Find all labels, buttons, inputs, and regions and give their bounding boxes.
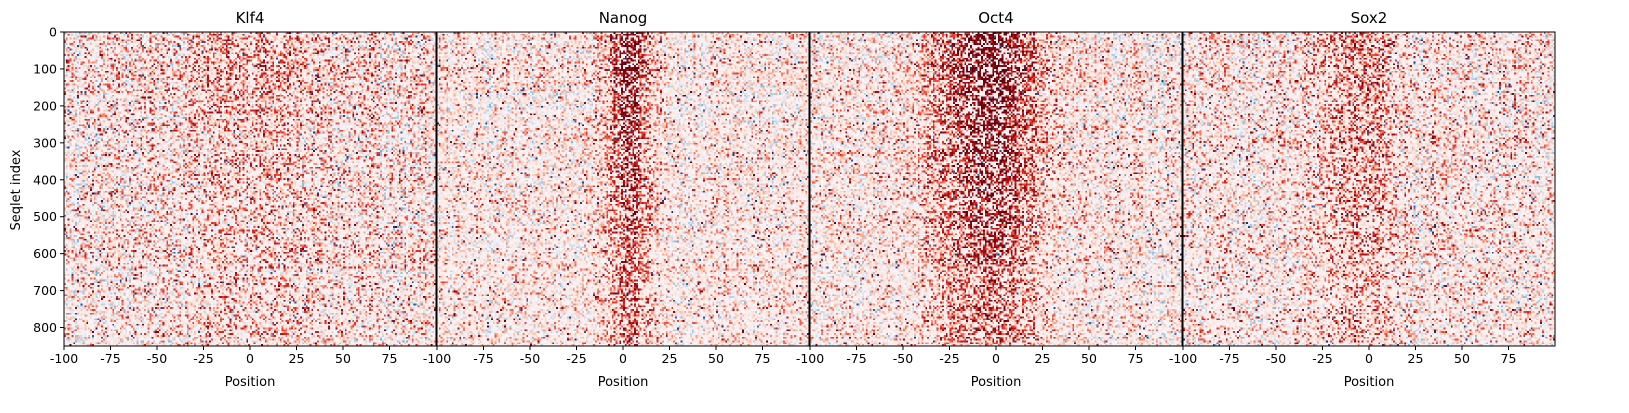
x-tick-label: -100 xyxy=(796,351,824,366)
y-tick-label: 800 xyxy=(33,320,57,335)
x-tick-label: -100 xyxy=(50,351,78,366)
x-tick-label: 75 xyxy=(1501,351,1517,366)
x-tick-label: -25 xyxy=(939,351,959,366)
x-tick-label: 50 xyxy=(1454,351,1470,366)
panel-title: Sox2 xyxy=(1351,9,1388,27)
x-tick-label: 0 xyxy=(992,351,1000,366)
x-tick-label: -100 xyxy=(1169,351,1197,366)
x-tick-label: -25 xyxy=(193,351,213,366)
x-tick-label: -50 xyxy=(893,351,913,366)
x-tick-label: -75 xyxy=(100,351,120,366)
x-tick-label: -75 xyxy=(846,351,866,366)
x-tick-label: 25 xyxy=(662,351,678,366)
heatmap-panel-klf4: Klf4 -100 -75 -50 -25 0 25 50 75 Position xyxy=(50,9,437,390)
x-tick-label: 0 xyxy=(619,351,627,366)
x-tick-label: -75 xyxy=(473,351,493,366)
heatmap-image xyxy=(64,32,436,346)
x-tick-label: 50 xyxy=(1081,351,1097,366)
x-tick-label: 0 xyxy=(1365,351,1373,366)
y-tick-label: 100 xyxy=(33,61,57,76)
x-tick-label: -50 xyxy=(1266,351,1286,366)
y-tick-label: 400 xyxy=(33,172,57,187)
y-tick-label: 0 xyxy=(49,25,57,40)
x-axis-label: Position xyxy=(225,375,276,390)
heatmap-image xyxy=(1183,32,1555,346)
x-tick-label: -50 xyxy=(520,351,540,366)
x-axis-label: Position xyxy=(1344,375,1395,390)
y-tick-label: 300 xyxy=(33,135,57,150)
y-tick-label: 200 xyxy=(33,98,57,113)
x-tick-label: 75 xyxy=(1128,351,1144,366)
heatmap-panel-sox2: Sox2 -100 -75 -50 -25 0 25 50 75 Position xyxy=(1169,9,1556,390)
y-tick-label: 500 xyxy=(33,209,57,224)
x-tick-label: 75 xyxy=(382,351,398,366)
heatmap-panel-nanog: Nanog -100 -75 -50 -25 0 25 50 75 Position xyxy=(423,9,810,390)
x-tick-label: 25 xyxy=(1408,351,1424,366)
x-tick-label: 25 xyxy=(1035,351,1051,366)
x-tick-label: 50 xyxy=(335,351,351,366)
x-tick-label: -25 xyxy=(566,351,586,366)
y-axis: 0 100 200 300 400 500 600 700 800 xyxy=(33,25,64,335)
panel-title: Klf4 xyxy=(236,9,265,27)
y-tick-label: 700 xyxy=(33,283,57,298)
x-tick-label: -25 xyxy=(1312,351,1332,366)
x-tick-label: 25 xyxy=(289,351,305,366)
x-axis-label: Position xyxy=(971,375,1022,390)
heatmap-panel-oct4: Oct4 -100 -75 -50 -25 0 25 50 75 Position xyxy=(796,9,1183,390)
x-tick-label: 75 xyxy=(755,351,771,366)
panel-title: Nanog xyxy=(599,9,648,27)
panel-title: Oct4 xyxy=(978,9,1013,27)
y-axis-label: Seqlet index xyxy=(9,149,24,230)
x-tick-label: -100 xyxy=(423,351,451,366)
x-tick-label: 0 xyxy=(246,351,254,366)
y-tick-label: 600 xyxy=(33,246,57,261)
x-tick-label: -75 xyxy=(1219,351,1239,366)
x-axis-label: Position xyxy=(598,375,649,390)
heatmap-image xyxy=(437,32,809,346)
x-tick-label: 50 xyxy=(708,351,724,366)
x-tick-label: -50 xyxy=(147,351,167,366)
heatmap-image xyxy=(810,32,1182,346)
